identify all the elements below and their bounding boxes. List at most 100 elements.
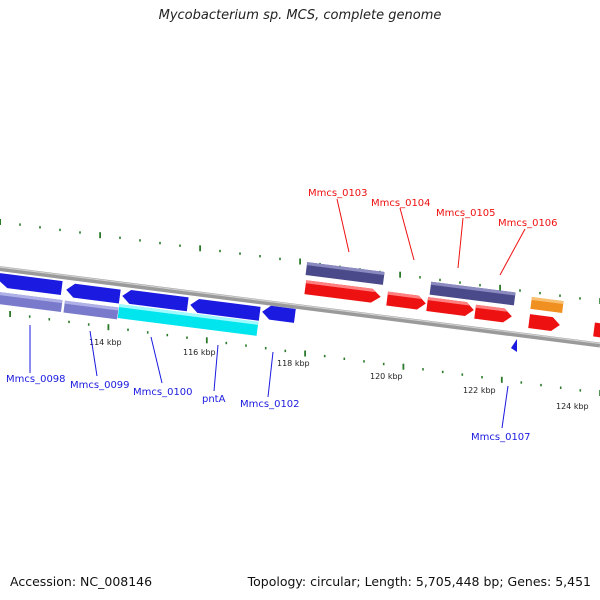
inner-tick-8 (166, 333, 169, 337)
gene-features (0, 262, 600, 352)
outer-tick-24 (479, 284, 481, 287)
inner-tick-2 (48, 318, 51, 321)
scale-label-124: 124 kbp (556, 402, 589, 411)
inner-tick-17 (343, 357, 346, 360)
inner-tick-15 (304, 350, 306, 357)
outer-tick-15 (299, 258, 301, 265)
inner-tick-1 (28, 315, 31, 318)
inner-tick-21 (422, 368, 424, 371)
gene-reverse-left-edge[interactable] (0, 272, 63, 296)
outer-tick-21 (419, 276, 421, 279)
inner-tick-25 (500, 376, 503, 383)
gene-label-pnta[interactable]: pntA (202, 394, 226, 405)
gene-mmcs-0106[interactable] (474, 304, 512, 324)
inner-tick-20 (402, 363, 405, 370)
outer-tick-10 (199, 245, 201, 252)
outer-tick-5 (99, 232, 101, 239)
inner-tick-3 (68, 320, 70, 324)
feature-band-0103[interactable] (305, 262, 385, 285)
inner-tick-6 (127, 328, 129, 331)
gene-label-mmcs-0102[interactable]: Mmcs_0102 (240, 399, 300, 410)
inner-tick-7 (146, 331, 149, 334)
genome-summary: Topology: circular; Length: 5,705,448 bp… (247, 574, 591, 589)
gene-mmcs-0105[interactable] (426, 297, 474, 317)
outer-tick-6 (119, 236, 121, 239)
inner-tick-ring (9, 311, 600, 396)
gene-label-mmcs-0098[interactable]: Mmcs_0098 (6, 374, 66, 385)
inner-tick-22 (441, 370, 444, 374)
inner-tick-0 (9, 311, 11, 317)
outer-tick-29 (579, 297, 581, 300)
inner-tick-26 (520, 381, 523, 384)
inner-tick-23 (461, 373, 464, 376)
gene-mmcs-0107[interactable] (511, 339, 517, 352)
gene-mmcs-0102[interactable] (261, 305, 296, 323)
inner-tick-24 (481, 376, 483, 379)
inner-tick-10 (205, 337, 208, 344)
gene-labels: Mmcs_0098 Mmcs_0099 Mmcs_0100 pntA Mmcs_… (6, 188, 558, 443)
feature-band-0105[interactable] (429, 281, 516, 306)
outer-tick-13 (259, 255, 261, 258)
gene-mmcs-0104[interactable] (386, 291, 426, 311)
gene-mmcs-0099-top[interactable] (65, 283, 121, 304)
gene-pnta-highlight[interactable] (117, 304, 259, 336)
outer-tick-14 (279, 257, 281, 261)
outer-tick-8 (159, 241, 161, 245)
gene-forward-edge[interactable] (593, 322, 600, 338)
feature-band-0098[interactable] (0, 291, 63, 313)
accession-value: NC_008146 (80, 574, 153, 589)
outer-tick-7 (139, 239, 141, 242)
gene-mmcs-0100-top[interactable] (121, 289, 189, 312)
outer-tick-9 (179, 244, 181, 247)
outer-tick-26 (519, 289, 521, 292)
map-title: Mycobacterium sp. MCS, complete genome (158, 8, 442, 23)
gene-label-mmcs-0104[interactable]: Mmcs_0104 (371, 198, 431, 209)
inner-tick-11 (225, 341, 228, 345)
outer-tick-12 (239, 252, 241, 255)
accession-label: Accession: (10, 574, 77, 589)
gene-label-mmcs-0105[interactable]: Mmcs_0105 (436, 208, 496, 219)
outer-tick-11 (219, 249, 221, 253)
scale-label-118: 118 kbp (277, 359, 310, 368)
backbone-line (0, 266, 600, 348)
gene-pnta-top[interactable] (189, 298, 261, 321)
inner-tick-16 (323, 354, 326, 358)
outer-tick-28 (559, 294, 561, 297)
outer-tick-4 (79, 231, 81, 234)
outer-tick-20 (399, 271, 401, 278)
inner-tick-27 (540, 383, 542, 387)
outer-tick-ring (0, 219, 600, 304)
outer-tick-25 (499, 284, 501, 291)
outer-tick-2 (39, 226, 41, 229)
outer-tick-3 (59, 228, 61, 232)
outer-tick-22 (439, 278, 441, 282)
inner-tick-18 (363, 360, 365, 363)
gene-forward-extra[interactable] (528, 314, 561, 332)
outer-tick-23 (459, 281, 461, 284)
inner-tick-14 (284, 349, 287, 353)
inner-tick-29 (579, 389, 582, 392)
tick-ticks-layer (0, 219, 600, 396)
outer-tick-1 (19, 223, 21, 226)
inner-tick-19 (382, 362, 385, 366)
gene-orange[interactable] (530, 297, 564, 313)
scale-label-114: 114 kbp (89, 338, 122, 347)
outer-tick-0 (0, 219, 1, 225)
inner-tick-13 (264, 347, 267, 350)
gene-label-leaders (29, 198, 526, 429)
inner-tick-4 (87, 323, 90, 326)
gene-label-mmcs-0103[interactable]: Mmcs_0103 (308, 188, 368, 199)
gene-label-mmcs-0106[interactable]: Mmcs_0106 (498, 218, 558, 229)
scale-label-122: 122 kbp (463, 386, 496, 395)
gene-mmcs-0103[interactable] (304, 280, 381, 304)
scale-label-120: 120 kbp (370, 372, 403, 381)
gene-label-mmcs-0107[interactable]: Mmcs_0107 (471, 432, 531, 443)
gene-label-mmcs-0099[interactable]: Mmcs_0099 (70, 380, 130, 391)
inner-tick-28 (559, 386, 562, 389)
scale-label-116: 116 kbp (183, 348, 216, 357)
feature-band-0099[interactable] (63, 300, 119, 320)
gene-label-mmcs-0100[interactable]: Mmcs_0100 (133, 387, 193, 398)
inner-tick-12 (245, 344, 247, 347)
accession-info: Accession: NC_008146 (10, 574, 152, 589)
